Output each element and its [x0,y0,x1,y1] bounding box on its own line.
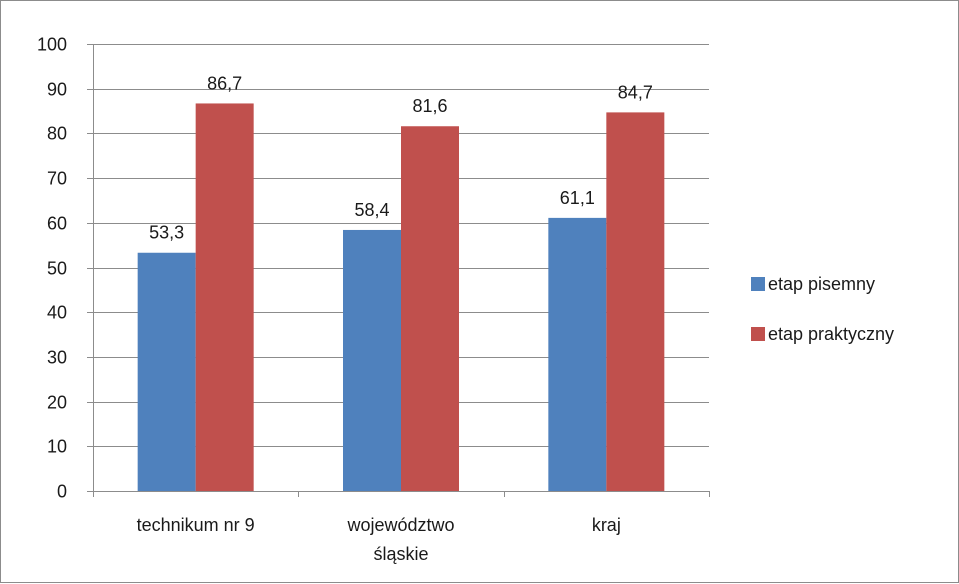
y-axis: 0 10 20 30 40 50 60 70 80 90 100 [37,35,94,502]
data-label: 61,1 [560,188,595,208]
x-tick-label: województwo śląskie [346,515,454,564]
y-tick-label: 90 [47,80,67,100]
y-tick-label: 60 [47,214,67,234]
bar-etap-praktyczny [401,126,459,492]
y-tick-label: 30 [47,348,67,368]
y-tick-label: 70 [47,169,67,189]
legend-label: etap pisemny [768,274,875,294]
bar-etap-pisemny [343,229,401,491]
bar-etap-praktyczny [195,103,254,492]
legend-swatch [751,327,765,341]
data-label: 84,7 [618,82,653,102]
y-tick-label: 80 [47,124,67,144]
bar-etap-praktyczny [606,112,665,492]
y-tick-label: 100 [37,35,67,55]
data-labels: 53,3 86,7 58,4 81,6 61,1 84,7 [149,73,653,242]
y-tick-label: 40 [47,303,67,323]
data-label: 53,3 [149,223,184,243]
x-tick-label: technikum nr 9 [137,515,255,535]
bars [137,103,665,492]
x-axis: technikum nr 9 województwo śląskie kraj [93,491,710,564]
x-tick-label: kraj [592,515,621,535]
data-label: 86,7 [207,73,242,93]
y-tick-label: 50 [47,259,67,279]
bar-etap-pisemny [548,217,607,491]
data-label: 58,4 [354,200,389,220]
y-tick-label: 0 [57,482,67,502]
legend-label: etap praktyczny [768,324,894,344]
bar-etap-pisemny [137,252,196,491]
data-label: 81,6 [412,96,447,116]
y-tick-label: 10 [47,437,67,457]
legend-swatch [751,277,765,291]
y-tick-label: 20 [47,393,67,413]
legend: etap pisemny etap praktyczny [751,274,894,344]
